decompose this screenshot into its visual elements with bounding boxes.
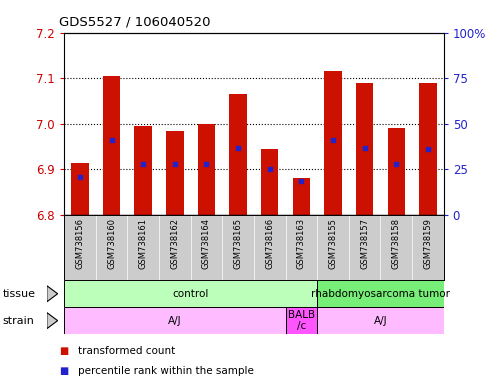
Text: percentile rank within the sample: percentile rank within the sample xyxy=(78,366,254,376)
Bar xyxy=(64,280,317,307)
Text: ■: ■ xyxy=(59,366,69,376)
Text: ■: ■ xyxy=(59,346,69,356)
Text: A/J: A/J xyxy=(168,316,181,326)
Text: control: control xyxy=(173,289,209,299)
Text: GSM738163: GSM738163 xyxy=(297,218,306,270)
Bar xyxy=(261,149,279,215)
Text: GSM738159: GSM738159 xyxy=(423,218,432,269)
Bar xyxy=(166,131,183,215)
Text: GDS5527 / 106040520: GDS5527 / 106040520 xyxy=(59,16,211,29)
Text: GSM738158: GSM738158 xyxy=(392,218,401,269)
Text: GSM738156: GSM738156 xyxy=(75,218,84,269)
Polygon shape xyxy=(47,286,58,302)
Text: GSM738162: GSM738162 xyxy=(170,218,179,269)
Polygon shape xyxy=(47,313,58,329)
Text: rhabdomyosarcoma tumor: rhabdomyosarcoma tumor xyxy=(311,289,450,299)
Text: BALB
/c: BALB /c xyxy=(288,310,315,331)
Bar xyxy=(419,83,437,215)
Bar xyxy=(324,71,342,215)
Text: A/J: A/J xyxy=(374,316,387,326)
Bar xyxy=(356,83,373,215)
Text: GSM738164: GSM738164 xyxy=(202,218,211,269)
Bar xyxy=(285,307,317,334)
Bar xyxy=(317,307,444,334)
Text: GSM738161: GSM738161 xyxy=(139,218,148,269)
Bar xyxy=(229,94,247,215)
Text: GSM738166: GSM738166 xyxy=(265,218,274,270)
Text: strain: strain xyxy=(2,316,35,326)
Bar xyxy=(317,280,444,307)
Bar xyxy=(64,307,285,334)
Text: GSM738165: GSM738165 xyxy=(234,218,243,269)
Bar xyxy=(293,178,310,215)
Bar xyxy=(135,126,152,215)
Bar xyxy=(103,76,120,215)
Text: GSM738160: GSM738160 xyxy=(107,218,116,269)
Text: GSM738157: GSM738157 xyxy=(360,218,369,269)
Text: tissue: tissue xyxy=(2,289,35,299)
Text: transformed count: transformed count xyxy=(78,346,175,356)
Bar xyxy=(71,162,89,215)
Text: GSM738155: GSM738155 xyxy=(328,218,338,269)
Bar xyxy=(198,124,215,215)
Bar xyxy=(387,128,405,215)
